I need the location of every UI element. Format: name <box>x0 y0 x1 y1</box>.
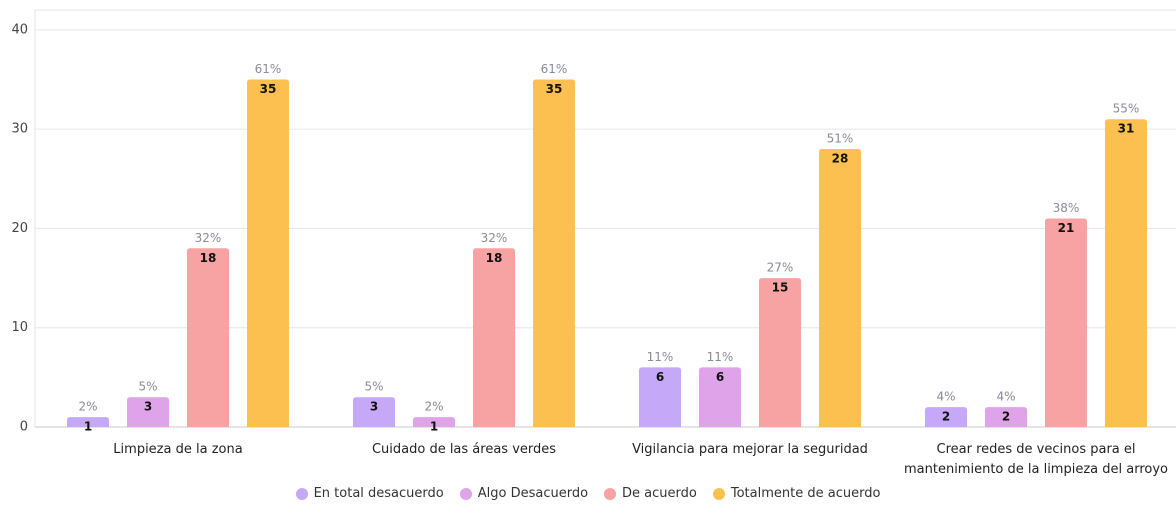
percent-label: 5% <box>138 380 157 394</box>
x-tick-label: Limpieza de la zona <box>113 442 243 457</box>
legend-label: Totalmente de acuerdo <box>730 486 881 501</box>
legend-label: Algo Desacuerdo <box>477 486 589 501</box>
x-tick-label: Vigilancia para mejorar la seguridad <box>632 442 868 457</box>
y-tick-label: 10 <box>11 320 28 335</box>
y-tick-label: 0 <box>20 420 28 435</box>
legend-label: En total desacuerdo <box>313 486 444 501</box>
value-label: 18 <box>200 251 217 265</box>
value-label: 31 <box>1118 122 1135 136</box>
legend-label: De acuerdo <box>622 486 697 501</box>
bar <box>819 149 861 427</box>
value-label: 28 <box>832 152 849 166</box>
percent-label: 5% <box>364 380 383 394</box>
bar <box>985 407 1027 427</box>
value-label: 21 <box>1058 221 1075 235</box>
bar <box>127 397 169 427</box>
legend: En total desacuerdo Algo Desacuerdo De acu… <box>0 486 1176 501</box>
value-label: 6 <box>716 370 724 384</box>
bar <box>1105 119 1147 427</box>
legend-swatch <box>459 487 472 500</box>
x-tick-label: Crear redes de vecinos para el mantenimi… <box>903 442 1168 477</box>
value-label: 15 <box>772 281 789 295</box>
bar <box>187 248 229 427</box>
value-label: 3 <box>370 400 378 414</box>
percent-label: 55% <box>1113 102 1140 116</box>
bar <box>473 248 515 427</box>
bar <box>533 79 575 427</box>
legend-item: Totalmente de acuerdo <box>712 486 881 501</box>
bar <box>67 417 109 427</box>
value-label: 35 <box>546 82 563 96</box>
x-tick-label: Cuidado de las áreas verdes <box>371 442 557 457</box>
percent-label: 61% <box>541 62 568 76</box>
bar <box>353 397 395 427</box>
bar <box>759 278 801 427</box>
percent-label: 4% <box>936 390 955 404</box>
bar <box>925 407 967 427</box>
value-label: 1 <box>430 420 438 434</box>
percent-label: 27% <box>767 261 794 275</box>
y-tick-label: 20 <box>11 221 28 236</box>
legend-swatch <box>295 487 308 500</box>
bar <box>413 417 455 427</box>
percent-label: 2% <box>424 400 443 414</box>
legend-item: De acuerdo <box>604 486 697 501</box>
value-label: 18 <box>486 251 503 265</box>
value-label: 35 <box>260 82 277 96</box>
bar <box>639 367 681 427</box>
legend-item: En total desacuerdo <box>295 486 444 501</box>
percent-label: 2% <box>78 400 97 414</box>
value-label: 3 <box>144 400 152 414</box>
value-label: 2 <box>942 410 950 424</box>
value-label: 1 <box>84 420 92 434</box>
percent-label: 4% <box>996 390 1015 404</box>
legend-item: Algo Desacuerdo <box>459 486 589 501</box>
legend-swatch <box>604 487 617 500</box>
percent-label: 51% <box>827 132 854 146</box>
percent-label: 38% <box>1053 201 1080 215</box>
value-label: 6 <box>656 370 664 384</box>
percent-label: 61% <box>255 62 282 76</box>
percent-label: 11% <box>647 350 674 364</box>
bar <box>247 79 289 427</box>
percent-label: 32% <box>481 231 508 245</box>
value-label: 2 <box>1002 410 1010 424</box>
bar <box>1045 218 1087 427</box>
legend-swatch <box>712 487 725 500</box>
bar <box>699 367 741 427</box>
y-tick-label: 40 <box>11 22 28 37</box>
y-tick-label: 30 <box>11 122 28 137</box>
percent-label: 32% <box>195 231 222 245</box>
percent-label: 11% <box>707 350 734 364</box>
